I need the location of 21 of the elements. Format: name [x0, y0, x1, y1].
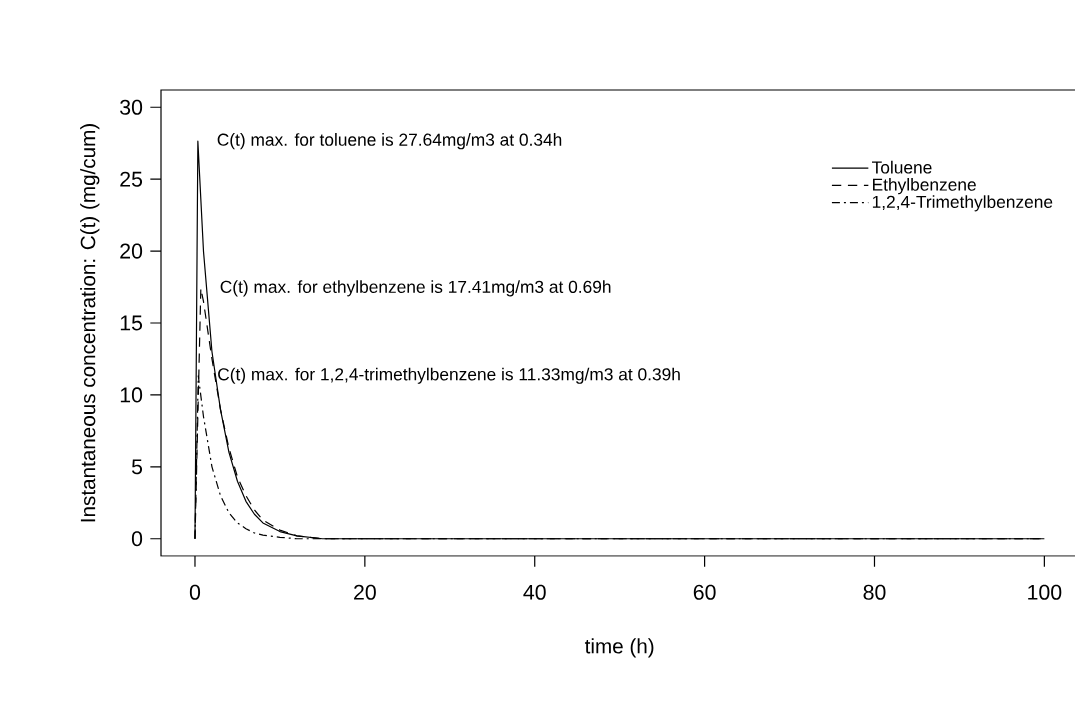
x-tick-label: 0	[189, 584, 201, 600]
x-tick-label: 40	[523, 584, 546, 600]
y-tick-label: 25	[120, 171, 143, 187]
x-tick-label: 100	[1028, 584, 1062, 600]
annotation: C(t) max. for ethylbenzene is 17.41mg/m3 at 0.69h	[220, 280, 611, 297]
y-tick-label: 0	[131, 531, 143, 547]
legend-label: Ethylbenzene	[873, 178, 976, 195]
annotation: C(t) max. for 1,2,4-trimethylbenzene is 11.33mg/m3 at 0.39h	[218, 367, 680, 384]
annotation: C(t) max. for toluene is 27.64mg/m3 at 0.34h	[217, 133, 562, 150]
y-tick-label: 10	[120, 387, 143, 403]
y-axis-title: Instantaneous concentration: C(t) (mg/cum)	[80, 124, 100, 522]
y-tick-label: 30	[120, 99, 143, 115]
x-tick-label: 60	[693, 584, 716, 600]
x-axis-title: time (h)	[584, 638, 654, 658]
legend-label: Toluene	[872, 160, 932, 174]
legend-label: 1,2,4-Trimethylbenzene	[872, 195, 1053, 212]
y-tick-label: 20	[120, 243, 143, 259]
x-tick-label: 80	[863, 584, 886, 600]
y-tick-label: 15	[120, 315, 143, 331]
x-tick-label: 20	[354, 584, 376, 600]
y-tick-label: 5	[131, 459, 143, 475]
